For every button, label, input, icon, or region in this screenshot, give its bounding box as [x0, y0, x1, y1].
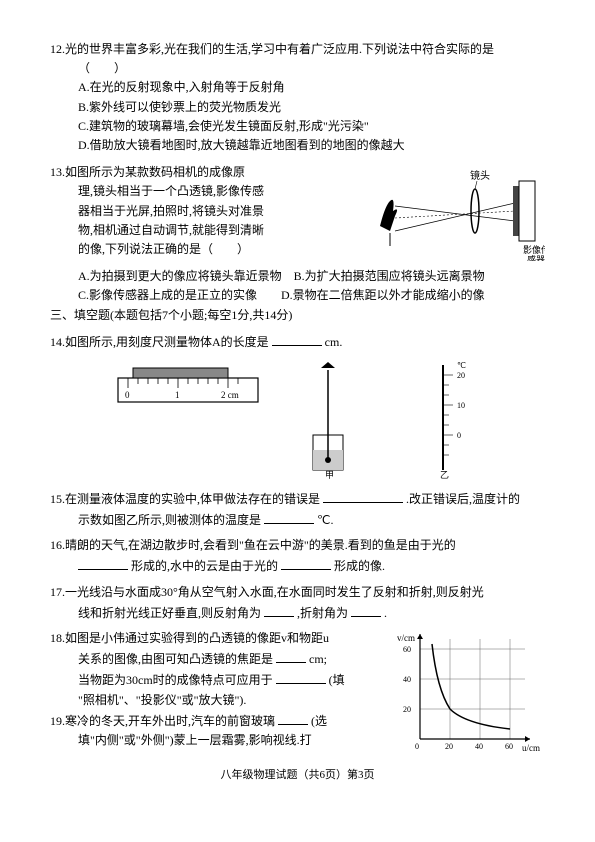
svg-text:u/cm: u/cm — [522, 743, 540, 753]
q13-l5: 的像,下列说法正确的是（ ） — [50, 240, 355, 259]
svg-text:甲: 甲 — [325, 470, 334, 480]
thermometer-yi: 20 10 0 ℃ 乙 — [413, 360, 483, 480]
section-3-title: 三、填空题(本题包括7个小题;每空1分,共14分) — [50, 306, 545, 325]
q18-l5: "照相机"、"投影仪"或"放大镜"). — [78, 693, 246, 707]
svg-text:60: 60 — [403, 645, 411, 654]
q15-b2 — [264, 509, 314, 524]
svg-text:℃: ℃ — [457, 361, 466, 370]
question-15: 15.在测量液体温度的实验中,体甲做法存在的错误是 .改正错误后,温度计的 示数… — [50, 488, 545, 530]
question-14: 14.如图所示,用刻度尺测量物体A的长度是 cm. — [50, 331, 545, 352]
q18-u1: cm; — [309, 652, 327, 666]
q18-l2: 关系的图像,由图可知凸透镜的焦距是 — [78, 652, 273, 666]
question-16: 16.晴朗的天气,在湖边散步时,会看到"鱼在云中游"的美景.看到的鱼是由于光的 … — [50, 536, 545, 576]
beaker-thermometer: 甲 — [303, 360, 373, 480]
q19-b1 — [278, 710, 308, 725]
q18-l3: 当物距为30cm时的成像特点可应用于 — [78, 673, 273, 687]
question-18-row: 18.如图是小伟通过实验得到的凸透镜的像距v和物距u 关系的图像,由图可知凸透镜… — [50, 629, 545, 759]
q16-b1 — [78, 555, 128, 570]
q14-stem: 14.如图所示,用刻度尺测量物体A的长度是 — [50, 335, 269, 349]
svg-text:乙: 乙 — [440, 470, 449, 480]
svg-text:1: 1 — [175, 390, 180, 400]
sensor-label: 影像传 — [523, 244, 545, 255]
figure-row-q14-15: 0 1 2 cm 甲 20 10 0 ℃ 乙 — [50, 360, 545, 480]
q12-optD: D.借助放大镜看地图时,放大镜越靠近地图看到的地图的像越大 — [50, 136, 545, 155]
q19-l2: 填"内侧"或"外侧")蒙上一层霜雾,影响视线.打 — [78, 733, 312, 747]
camera-diagram: 镜头 影像传 感器 — [365, 161, 545, 261]
q15-stem: 15.在测量液体温度的实验中,体甲做法存在的错误是 — [50, 492, 320, 506]
svg-text:60: 60 — [505, 742, 513, 751]
q12-paren: （ ） — [50, 59, 545, 78]
q17-b1 — [264, 602, 294, 617]
q19-paren: (选 — [311, 714, 327, 728]
q16-stem: 16.晴朗的天气,在湖边散步时,会看到"鱼在云中游"的美景.看到的鱼是由于光的 — [50, 538, 456, 552]
q13-opts-row2: C.影像传感器上成的是正立的实像 D.景物在二倍焦距以外才能成缩小的像 — [50, 286, 545, 305]
q12-optC: C.建筑物的玻璃幕墙,会使光发生镜面反射,形成"光污染" — [50, 117, 545, 136]
svg-text:感器: 感器 — [527, 254, 545, 261]
q13-stem: 13.如图所示为某款数码相机的成像原 — [50, 163, 355, 182]
q17-end: . — [384, 606, 387, 620]
lens-chart: v/cm 60 40 20 0 20 40 60 u/cm — [395, 629, 545, 759]
q13-optA: A.为拍摄到更大的像应将镜头靠近景物 — [78, 269, 282, 283]
svg-text:40: 40 — [403, 675, 411, 684]
q12-stem: 12.光的世界丰富多彩,光在我们的生活,学习中有着广泛应用.下列说法中符合实际的… — [50, 40, 545, 59]
q13-text: 13.如图所示为某款数码相机的成像原 理,镜头相当于一个凸透镜,影像传感 器相当… — [50, 163, 355, 259]
lens-label: 镜头 — [470, 169, 490, 182]
q18-b2 — [276, 669, 326, 684]
q17-l3: ,折射角为 — [297, 606, 348, 620]
question-18: 18.如图是小伟通过实验得到的凸透镜的像距v和物距u 关系的图像,由图可知凸透镜… — [50, 629, 385, 759]
q13-optB: B.为扩大拍摄范围应将镜头远离景物 — [294, 269, 485, 283]
svg-text:40: 40 — [475, 742, 483, 751]
q18-stem: 18.如图是小伟通过实验得到的凸透镜的像距v和物距u — [50, 631, 329, 645]
q13-l3: 器相当于光屏,拍照时,将镜头对准景 — [50, 202, 355, 221]
q17-b2 — [351, 602, 381, 617]
question-17: 17.一光线沿与水面成30°角从空气射入水面,在水面同时发生了反射和折射,则反射… — [50, 583, 545, 623]
svg-text:20: 20 — [403, 705, 411, 714]
q14-blank — [272, 331, 322, 346]
svg-text:10: 10 — [457, 401, 465, 410]
svg-text:2 cm: 2 cm — [221, 390, 239, 400]
q13-optC: C.影像传感器上成的是正立的实像 — [78, 288, 257, 302]
q18-b1 — [276, 648, 306, 663]
q14-unit: cm. — [325, 335, 343, 349]
q17-l2: 线和折射光线正好垂直,则反射角为 — [78, 606, 261, 620]
q13-optD: D.景物在二倍焦距以外才能成缩小的像 — [281, 288, 485, 302]
q16-l3: 形成的像. — [334, 559, 385, 573]
q13-l4: 物,相机通过自动调节,就能得到清晰 — [50, 221, 355, 240]
q15-b1 — [323, 488, 403, 503]
question-19: 19.寒冷的冬天,开车外出时,汽车的前窗玻璃 (选 — [50, 710, 385, 731]
svg-text:v/cm: v/cm — [397, 633, 415, 643]
q13-l2: 理,镜头相当于一个凸透镜,影像传感 — [50, 182, 355, 201]
q18-l4: (填 — [329, 673, 345, 687]
svg-text:0: 0 — [125, 390, 130, 400]
q12-optB: B.紫外线可以使钞票上的荧光物质发光 — [50, 98, 545, 117]
q15-l3: 示数如图乙所示,则被测体的温度是 — [78, 513, 261, 527]
q15-unit: ℃. — [317, 513, 333, 527]
q15-l2: .改正错误后,温度计的 — [406, 492, 520, 506]
svg-text:20: 20 — [445, 742, 453, 751]
question-12: 12.光的世界丰富多彩,光在我们的生活,学习中有着广泛应用.下列说法中符合实际的… — [50, 40, 545, 155]
q16-l2: 形成的,水中的云是由于光的 — [131, 559, 278, 573]
svg-text:0: 0 — [415, 742, 419, 751]
ruler-diagram: 0 1 2 cm — [113, 360, 263, 410]
q17-stem: 17.一光线沿与水面成30°角从空气射入水面,在水面同时发生了反射和折射,则反射… — [50, 585, 484, 599]
q19-stem: 19.寒冷的冬天,开车外出时,汽车的前窗玻璃 — [50, 714, 275, 728]
svg-text:0: 0 — [457, 431, 461, 440]
question-13: 13.如图所示为某款数码相机的成像原 理,镜头相当于一个凸透镜,影像传感 器相当… — [50, 161, 545, 261]
q12-optA: A.在光的反射现象中,入射角等于反射角 — [50, 78, 545, 97]
q13-opts-row1: A.为拍摄到更大的像应将镜头靠近景物 B.为扩大拍摄范围应将镜头远离景物 — [50, 267, 545, 286]
page-footer: 八年级物理试题（共6页）第3页 — [50, 767, 545, 785]
q16-b2 — [281, 555, 331, 570]
svg-text:20: 20 — [457, 371, 465, 380]
